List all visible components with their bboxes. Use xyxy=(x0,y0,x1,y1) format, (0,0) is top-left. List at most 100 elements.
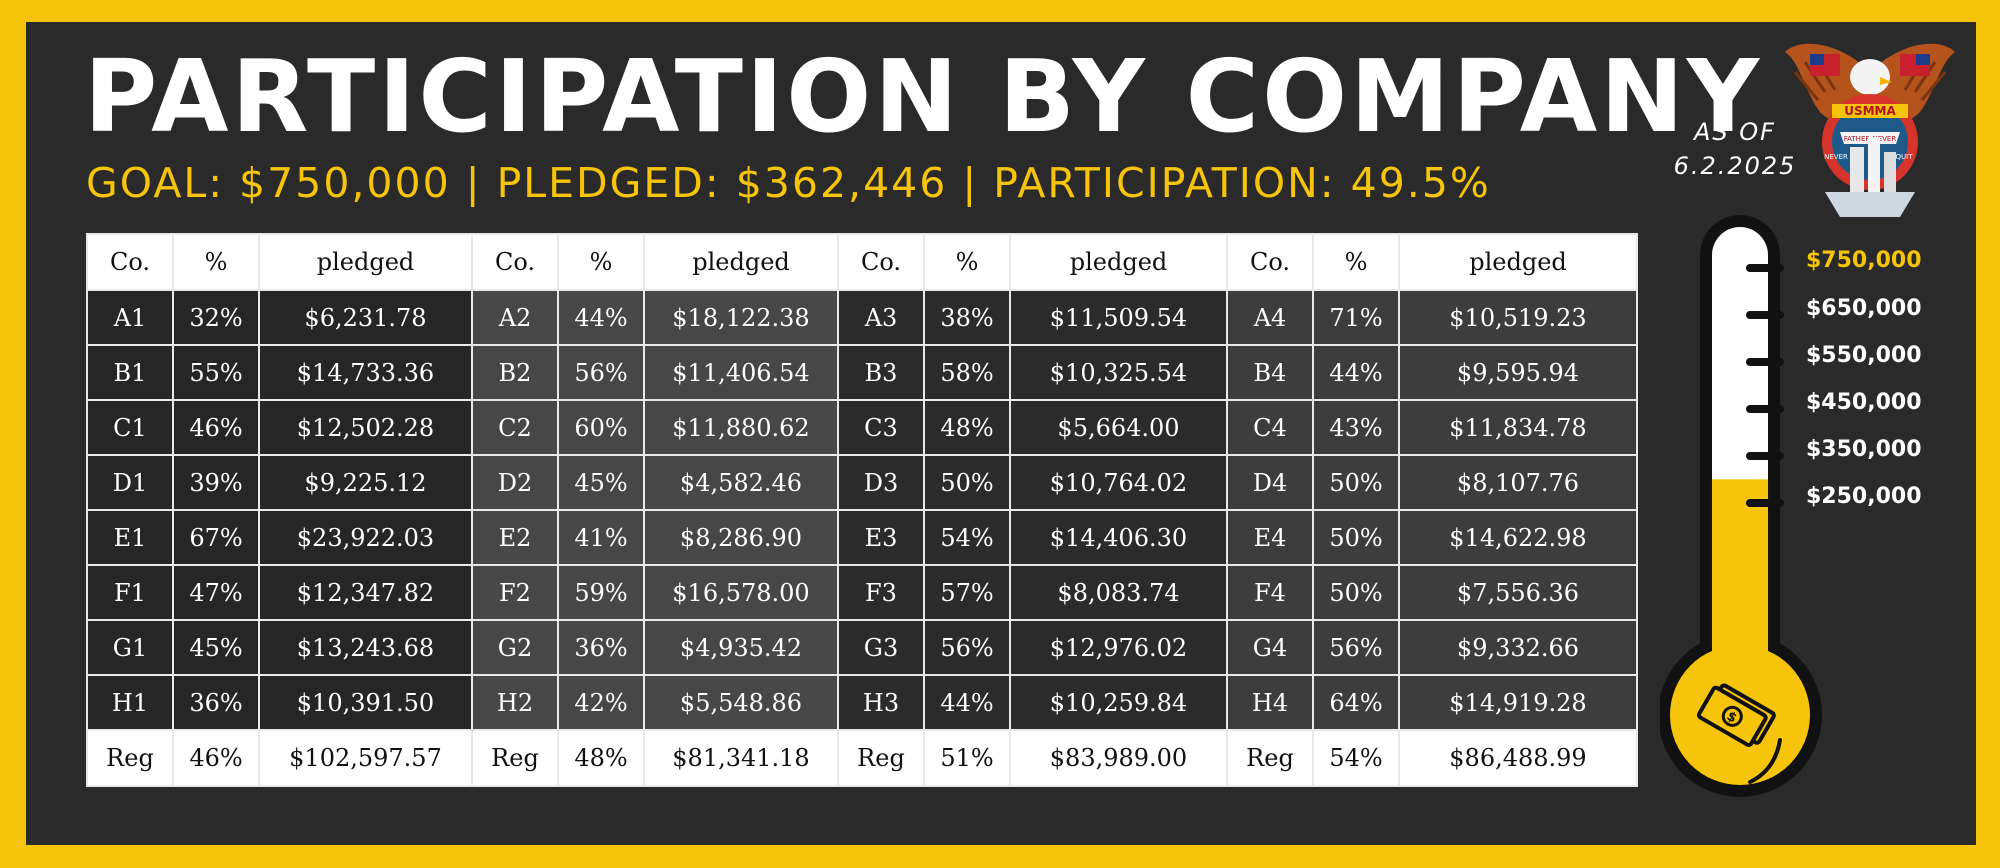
pledged-cell: $23,922.03 xyxy=(258,509,473,566)
percent-cell: 67% xyxy=(172,509,260,566)
percent-cell: 57% xyxy=(923,564,1011,621)
company-cell: B3 xyxy=(837,344,925,401)
pledged-cell: $9,595.94 xyxy=(1398,344,1638,401)
pledged-cell: $8,107.76 xyxy=(1398,454,1638,511)
logo-text-top: USMMA xyxy=(1844,104,1896,118)
company-cell: H3 xyxy=(837,674,925,731)
percent-cell: 46% xyxy=(172,729,260,787)
pledged-cell: $12,502.28 xyxy=(258,399,473,456)
percent-cell: 50% xyxy=(1312,564,1400,621)
header-pledged-cell: pledged xyxy=(1009,233,1228,291)
pledged-cell: $18,122.38 xyxy=(643,289,839,346)
percent-cell: 41% xyxy=(557,509,645,566)
table-row: E1 67% $23,922.03 E2 41% $8,286.90 E3 54% $14,40… xyxy=(86,509,1638,566)
thermometer-gauge: $ xyxy=(1660,215,1822,797)
pledged-cell: $12,976.02 xyxy=(1009,619,1228,676)
thermometer-level-350k: $350,000 xyxy=(1806,437,1922,462)
percent-cell: 38% xyxy=(923,289,1011,346)
company-cell: C1 xyxy=(86,399,174,456)
company-cell: E1 xyxy=(86,509,174,566)
company-cell: Reg xyxy=(1226,729,1314,787)
pledged-cell: $6,231.78 xyxy=(258,289,473,346)
company-cell: F3 xyxy=(837,564,925,621)
percent-cell: 58% xyxy=(923,344,1011,401)
percent-cell: 36% xyxy=(172,674,260,731)
company-cell: E4 xyxy=(1226,509,1314,566)
thermometer-level-450k: $450,000 xyxy=(1806,390,1922,415)
percent-cell: 71% xyxy=(1312,289,1400,346)
pledged-cell: $11,406.54 xyxy=(643,344,839,401)
as-of-label: AS OF xyxy=(1694,118,1776,146)
company-cell: B2 xyxy=(471,344,559,401)
company-cell: G4 xyxy=(1226,619,1314,676)
company-cell: H1 xyxy=(86,674,174,731)
company-cell: Reg xyxy=(471,729,559,787)
pledged-cell: $7,556.36 xyxy=(1398,564,1638,621)
pledged-cell: $102,597.57 xyxy=(258,729,473,787)
company-cell: G2 xyxy=(471,619,559,676)
pledged-cell: $14,622.98 xyxy=(1398,509,1638,566)
thermometer-level-750k: $750,000 xyxy=(1806,248,1922,273)
percent-cell: 36% xyxy=(557,619,645,676)
company-cell: F2 xyxy=(471,564,559,621)
eagle-emblem-logo: USMMA FATHER NEVER NEVER QUIT xyxy=(1785,43,1955,217)
company-cell: H2 xyxy=(471,674,559,731)
pledged-cell: $10,391.50 xyxy=(258,674,473,731)
percent-cell: 56% xyxy=(557,344,645,401)
percent-cell: 54% xyxy=(923,509,1011,566)
percent-cell: 50% xyxy=(923,454,1011,511)
pledged-cell: $4,935.42 xyxy=(643,619,839,676)
table-row: D1 39% $9,225.12 D2 45% $4,582.46 D3 50% $10,764… xyxy=(86,454,1638,511)
pledged-cell: $5,548.86 xyxy=(643,674,839,731)
company-cell: G1 xyxy=(86,619,174,676)
percent-cell: 44% xyxy=(557,289,645,346)
company-cell: A2 xyxy=(471,289,559,346)
header-pledged-cell: pledged xyxy=(643,233,839,291)
company-cell: D1 xyxy=(86,454,174,511)
company-cell: F4 xyxy=(1226,564,1314,621)
logo-text-left: NEVER xyxy=(1824,153,1848,161)
table-row: G1 45% $13,243.68 G2 36% $4,935.42 G3 56% $12,97… xyxy=(86,619,1638,676)
pledged-cell: $9,225.12 xyxy=(258,454,473,511)
as-of-date: AS OF 6.2.2025 xyxy=(1660,115,1810,183)
header-percent-cell: % xyxy=(557,233,645,291)
company-cell: Reg xyxy=(86,729,174,787)
percent-cell: 60% xyxy=(557,399,645,456)
company-cell: E3 xyxy=(837,509,925,566)
pledged-cell: $11,509.54 xyxy=(1009,289,1228,346)
percent-cell: 50% xyxy=(1312,509,1400,566)
percent-cell: 43% xyxy=(1312,399,1400,456)
pledged-cell: $10,519.23 xyxy=(1398,289,1638,346)
as-of-value: 6.2.2025 xyxy=(1673,152,1797,180)
percent-cell: 64% xyxy=(1312,674,1400,731)
pledged-cell: $11,880.62 xyxy=(643,399,839,456)
percent-cell: 48% xyxy=(923,399,1011,456)
company-cell: E2 xyxy=(471,509,559,566)
percent-cell: 59% xyxy=(557,564,645,621)
pledged-cell: $10,325.54 xyxy=(1009,344,1228,401)
pledged-cell: $11,834.78 xyxy=(1398,399,1638,456)
pledged-cell: $10,259.84 xyxy=(1009,674,1228,731)
percent-cell: 46% xyxy=(172,399,260,456)
pledged-cell: $12,347.82 xyxy=(258,564,473,621)
table-row: H1 36% $10,391.50 H2 42% $5,548.86 H3 44% $10,25… xyxy=(86,674,1638,731)
thermometer-level-550k: $550,000 xyxy=(1806,343,1922,368)
header-company-cell: Co. xyxy=(837,233,925,291)
thermometer-level-250k: $250,000 xyxy=(1806,484,1922,509)
percent-cell: 56% xyxy=(1312,619,1400,676)
percent-cell: 54% xyxy=(1312,729,1400,787)
table-row: B1 55% $14,733.36 B2 56% $11,406.54 B3 58% $10,3… xyxy=(86,344,1638,401)
percent-cell: 56% xyxy=(923,619,1011,676)
pledged-cell: $86,488.99 xyxy=(1398,729,1638,787)
percent-cell: 44% xyxy=(1312,344,1400,401)
percent-cell: 51% xyxy=(923,729,1011,787)
percent-cell: 47% xyxy=(172,564,260,621)
header-company-cell: Co. xyxy=(1226,233,1314,291)
pledged-cell: $14,733.36 xyxy=(258,344,473,401)
percent-cell: 39% xyxy=(172,454,260,511)
company-cell: A3 xyxy=(837,289,925,346)
table-header-row: Co.% pledged Co.% pledged Co.% pledged Co.% ple… xyxy=(86,233,1638,291)
company-cell: D2 xyxy=(471,454,559,511)
pledged-cell: $4,582.46 xyxy=(643,454,839,511)
pledged-cell: $14,919.28 xyxy=(1398,674,1638,731)
